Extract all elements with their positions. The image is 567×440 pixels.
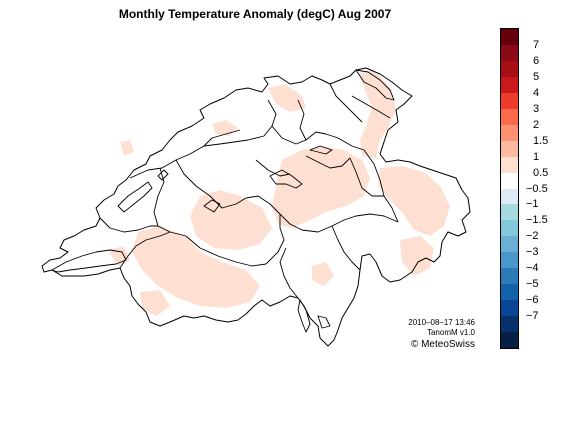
boundary-bern-fribourg bbox=[175, 159, 281, 215]
boundary-valais-south bbox=[119, 231, 171, 269]
lake-geneva bbox=[51, 249, 127, 273]
legend-swatch bbox=[501, 140, 518, 157]
boundary-solothurn bbox=[203, 129, 241, 147]
anomaly-patches bbox=[108, 70, 450, 316]
lake-lucerne bbox=[269, 169, 303, 189]
legend-label: −7 bbox=[526, 310, 539, 323]
legend-swatch bbox=[501, 236, 518, 253]
lake-constance bbox=[355, 69, 395, 101]
legend-swatch bbox=[501, 284, 518, 301]
legend-label: 1.5 bbox=[533, 134, 549, 147]
lake-neuchatel bbox=[117, 181, 153, 213]
lake-lugano bbox=[317, 315, 331, 329]
anomaly-patch-valais bbox=[132, 226, 260, 308]
boundary-ticino-east bbox=[331, 225, 361, 271]
legend-label: −2 bbox=[526, 230, 539, 243]
legend-swatch bbox=[501, 92, 518, 109]
boundary-uri-ticino bbox=[279, 213, 399, 233]
boundary-ticino-west bbox=[279, 247, 299, 299]
anomaly-patch-east-center bbox=[378, 166, 450, 236]
legend-label: −1 bbox=[526, 198, 539, 211]
lake-biel bbox=[157, 169, 169, 181]
lake-thun bbox=[203, 199, 221, 213]
legend-swatch bbox=[501, 300, 518, 317]
anomaly-patch-lake-constance bbox=[358, 70, 384, 88]
boundary-valais-north bbox=[185, 214, 285, 267]
boundary-northeast bbox=[329, 83, 363, 123]
legend-swatch bbox=[501, 268, 518, 285]
legend-swatch bbox=[501, 108, 518, 125]
legend-color-bar bbox=[500, 28, 519, 349]
boundary-vaud-fribourg bbox=[99, 217, 158, 233]
legend-label: −1.5 bbox=[526, 214, 548, 227]
map-title: Monthly Temperature Anomaly (degC) Aug 2… bbox=[118, 7, 392, 21]
legend-swatch bbox=[501, 172, 518, 189]
legend-swatch bbox=[501, 29, 518, 45]
boundary-schwyz bbox=[305, 155, 351, 169]
legend-label: −5 bbox=[526, 278, 539, 291]
legend-swatch bbox=[501, 220, 518, 237]
anomaly-patch-west bbox=[120, 140, 134, 156]
legend-label: 1 bbox=[533, 150, 540, 163]
legend-label: 2 bbox=[533, 118, 540, 131]
anomaly-patch-jura-spot bbox=[212, 120, 238, 136]
legend-swatch bbox=[501, 332, 518, 349]
legend-label: 0.5 bbox=[533, 166, 549, 179]
internal-boundaries bbox=[51, 69, 399, 333]
legend-swatch bbox=[501, 252, 518, 269]
copyright-label: © MeteoSwiss bbox=[410, 339, 475, 350]
legend-label: 6 bbox=[533, 54, 540, 67]
anomaly-patch-central bbox=[272, 146, 370, 228]
legend-label: −0.5 bbox=[526, 182, 548, 195]
legend-label: −3 bbox=[526, 246, 539, 259]
anomaly-patch-ticino bbox=[312, 262, 334, 286]
legend-label: 7 bbox=[533, 38, 540, 51]
legend-label: 3 bbox=[533, 102, 540, 115]
anomaly-patch-bernese-oberland bbox=[190, 190, 272, 250]
legend-label: 5 bbox=[533, 70, 540, 83]
anomaly-patch-northeast bbox=[360, 74, 396, 158]
lake-zurich bbox=[309, 145, 333, 155]
boundary-graubuenden bbox=[363, 149, 399, 223]
anomaly-patch-north bbox=[268, 84, 306, 112]
switzerland-border bbox=[41, 67, 471, 347]
anomaly-patch-south-west bbox=[140, 290, 170, 316]
boundary-st-gallen bbox=[351, 95, 391, 119]
legend-label: 4 bbox=[533, 86, 540, 99]
product-version-label: TanomM v1.0 bbox=[426, 328, 475, 337]
boundary-zurich-aargau bbox=[297, 99, 307, 141]
boundary-jura bbox=[129, 99, 277, 179]
lake-maggiore bbox=[297, 299, 311, 333]
legend-swatch bbox=[501, 204, 518, 221]
legend-swatch bbox=[501, 156, 518, 173]
legend-swatch bbox=[501, 188, 518, 205]
legend-swatch bbox=[501, 124, 518, 141]
credits-block: 2010–08–17 13:46 TanomM v1.0 © MeteoSwis… bbox=[380, 318, 475, 351]
legend-swatch bbox=[501, 76, 518, 93]
legend-label: −6 bbox=[526, 294, 539, 307]
boundary-bern-west bbox=[153, 167, 187, 237]
legend-swatch bbox=[501, 44, 518, 61]
boundary-glarus bbox=[349, 157, 384, 197]
legend-label: −4 bbox=[526, 262, 539, 275]
legend-swatch bbox=[501, 316, 518, 333]
timestamp-label: 2010–08–17 13:46 bbox=[408, 318, 475, 327]
anomaly-patch-southeast bbox=[400, 236, 434, 276]
country-outline bbox=[41, 67, 471, 347]
boundary-central-north bbox=[271, 125, 365, 151]
legend-swatch bbox=[501, 60, 518, 77]
color-legend: 7 6 5 4 3 2 1.5 1 0.5 −0.5 −1 −1.5 −2 −3 −4 −5 −6 −7 bbox=[500, 28, 560, 349]
boundary-lucerne bbox=[255, 159, 291, 177]
